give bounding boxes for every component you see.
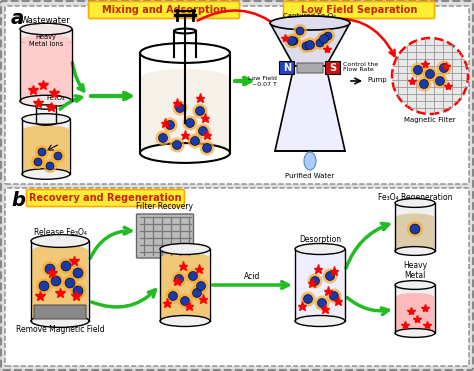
Text: b: b: [11, 191, 25, 210]
Circle shape: [188, 134, 202, 148]
Circle shape: [58, 258, 74, 274]
FancyBboxPatch shape: [283, 1, 435, 19]
Circle shape: [327, 289, 341, 303]
Text: Control the
Flow Rate: Control the Flow Rate: [343, 62, 378, 72]
Text: Fe₃O₄ Regeneration: Fe₃O₄ Regeneration: [378, 193, 452, 202]
Bar: [22, 119, 70, 174]
Circle shape: [42, 261, 58, 277]
Circle shape: [182, 115, 198, 131]
Circle shape: [197, 282, 206, 290]
Ellipse shape: [174, 29, 196, 33]
FancyBboxPatch shape: [280, 62, 294, 75]
Ellipse shape: [395, 247, 435, 255]
Circle shape: [296, 27, 304, 35]
Circle shape: [51, 276, 61, 286]
Circle shape: [175, 104, 184, 112]
Circle shape: [436, 76, 445, 85]
Circle shape: [177, 293, 192, 309]
Circle shape: [302, 37, 318, 53]
Circle shape: [392, 38, 468, 114]
Circle shape: [293, 24, 307, 38]
Text: Magnetic Filter: Magnetic Filter: [404, 117, 456, 123]
Circle shape: [313, 36, 327, 50]
Circle shape: [200, 141, 215, 155]
Circle shape: [410, 62, 426, 78]
Text: Fe₃O₄: Fe₃O₄: [46, 95, 65, 101]
Ellipse shape: [295, 243, 345, 255]
Circle shape: [306, 40, 315, 49]
Circle shape: [34, 158, 42, 166]
Text: S: S: [329, 63, 337, 73]
Circle shape: [70, 283, 86, 299]
Ellipse shape: [32, 245, 88, 256]
Bar: [396, 216, 434, 250]
Circle shape: [61, 261, 71, 271]
Circle shape: [322, 269, 337, 283]
Text: Release Fe₃O₄: Release Fe₃O₄: [34, 228, 86, 237]
Ellipse shape: [140, 143, 230, 163]
Circle shape: [158, 134, 167, 142]
Bar: [20, 29, 72, 101]
Ellipse shape: [21, 35, 71, 45]
Ellipse shape: [296, 253, 344, 263]
Bar: [36, 107, 56, 123]
Ellipse shape: [304, 152, 316, 170]
Ellipse shape: [396, 213, 434, 221]
Circle shape: [190, 286, 204, 301]
Ellipse shape: [140, 43, 230, 63]
Ellipse shape: [161, 253, 209, 263]
Polygon shape: [270, 23, 350, 66]
Ellipse shape: [174, 55, 196, 59]
Circle shape: [155, 131, 171, 145]
Circle shape: [165, 121, 174, 129]
Bar: [174, 31, 196, 57]
Ellipse shape: [22, 169, 70, 179]
Circle shape: [310, 276, 319, 286]
Circle shape: [35, 145, 49, 159]
Circle shape: [288, 36, 297, 46]
Circle shape: [73, 268, 83, 278]
Ellipse shape: [31, 315, 89, 327]
Bar: [296, 257, 344, 320]
Circle shape: [195, 106, 204, 115]
Bar: [161, 257, 209, 320]
Circle shape: [43, 159, 57, 173]
Bar: [32, 250, 88, 320]
Bar: [31, 241, 89, 321]
Circle shape: [54, 152, 62, 160]
Circle shape: [181, 296, 190, 305]
Text: Filter Recovery: Filter Recovery: [137, 202, 193, 211]
Circle shape: [173, 101, 188, 115]
Text: Purified Water: Purified Water: [285, 173, 335, 179]
FancyBboxPatch shape: [27, 190, 184, 207]
Circle shape: [299, 39, 313, 53]
Bar: [395, 285, 435, 333]
Circle shape: [287, 34, 301, 48]
Ellipse shape: [31, 234, 89, 247]
Bar: [140, 53, 230, 153]
Circle shape: [31, 155, 45, 169]
Circle shape: [45, 264, 55, 274]
Ellipse shape: [160, 243, 210, 255]
Bar: [396, 296, 434, 332]
Circle shape: [185, 118, 194, 128]
Circle shape: [165, 289, 181, 303]
FancyBboxPatch shape: [326, 62, 340, 75]
Circle shape: [315, 295, 329, 311]
Text: Acid: Acid: [244, 272, 260, 281]
Circle shape: [193, 279, 209, 293]
Circle shape: [62, 275, 78, 291]
Circle shape: [302, 42, 310, 50]
Polygon shape: [275, 66, 345, 151]
FancyBboxPatch shape: [5, 188, 469, 366]
Ellipse shape: [270, 16, 350, 30]
FancyBboxPatch shape: [34, 305, 86, 319]
Circle shape: [318, 299, 327, 308]
Circle shape: [174, 275, 183, 283]
Circle shape: [426, 69, 435, 79]
Circle shape: [39, 281, 49, 291]
Bar: [141, 77, 229, 152]
Ellipse shape: [36, 105, 56, 109]
Circle shape: [432, 73, 447, 89]
